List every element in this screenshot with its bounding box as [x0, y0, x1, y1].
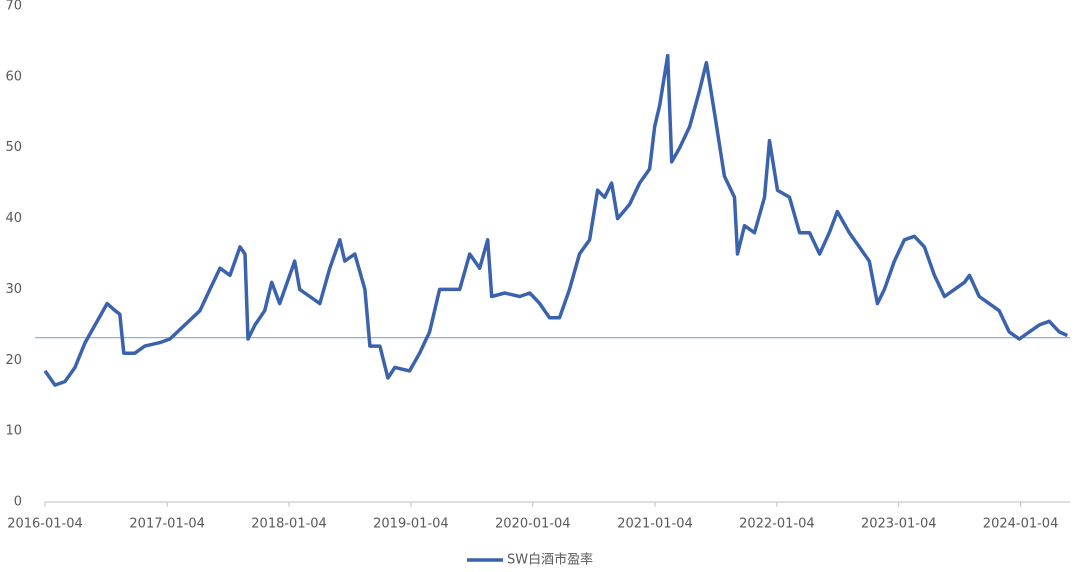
y-tick-label: 20 — [5, 353, 22, 368]
legend-label: SW白酒市盈率 — [507, 552, 593, 568]
x-tick-label: 2022-01-04 — [739, 517, 815, 532]
x-tick-label: 2017-01-04 — [129, 517, 205, 532]
x-tick-label: 2024-01-04 — [983, 517, 1059, 532]
y-tick-label: 0 — [14, 495, 22, 510]
y-tick-label: 60 — [5, 69, 22, 84]
x-tick-label: 2023-01-04 — [861, 517, 937, 532]
x-tick-label: 2020-01-04 — [495, 517, 571, 532]
y-tick-label: 40 — [5, 211, 22, 226]
x-tick-label: 2019-01-04 — [373, 517, 449, 532]
y-tick-label: 30 — [5, 282, 22, 297]
y-tick-label: 10 — [5, 424, 22, 439]
x-tick-label: 2021-01-04 — [617, 517, 693, 532]
y-tick-label: 70 — [5, 0, 22, 14]
x-tick-label: 2018-01-04 — [251, 517, 327, 532]
series-line — [43, 53, 1069, 387]
y-tick-label: 50 — [5, 140, 22, 155]
x-tick-label: 2016-01-04 — [7, 517, 83, 532]
